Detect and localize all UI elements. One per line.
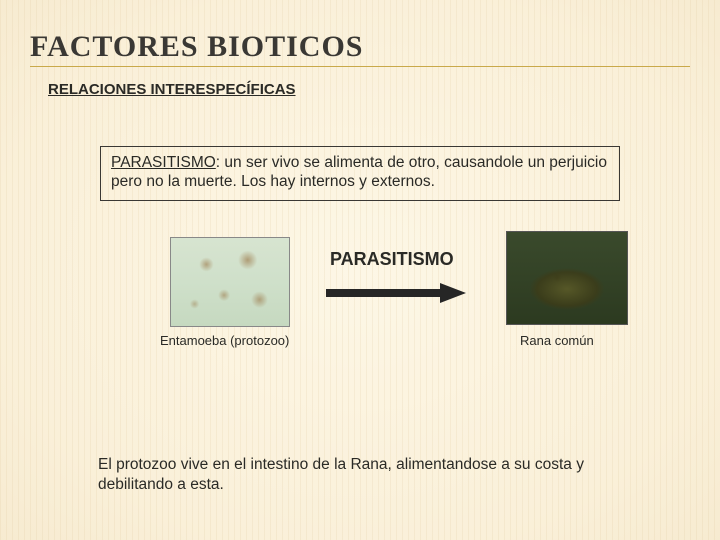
caption-rana: Rana común [520, 333, 594, 348]
entamoeba-placeholder [170, 237, 290, 327]
slide: FACTORES BIOTICOS RELACIONES INTERESPECÍ… [0, 0, 720, 540]
definition-box: PARASITISMO: un ser vivo se alimenta de … [100, 146, 620, 201]
footer-text: El protozoo vive en el intestino de la R… [98, 455, 660, 494]
illustration-row: PARASITISMO Entamoeba (protozoo) Rana co… [30, 237, 690, 387]
definition-term: PARASITISMO [111, 154, 216, 171]
slide-subtitle: RELACIONES INTERESPECÍFICAS [48, 81, 690, 98]
caption-entamoeba: Entamoeba (protozoo) [160, 333, 289, 348]
rana-placeholder [506, 231, 628, 325]
relation-label: PARASITISMO [330, 249, 454, 270]
image-entamoeba [170, 237, 290, 327]
arrow-icon [326, 281, 466, 305]
slide-title: FACTORES BIOTICOS [30, 30, 690, 67]
image-rana [506, 231, 628, 325]
